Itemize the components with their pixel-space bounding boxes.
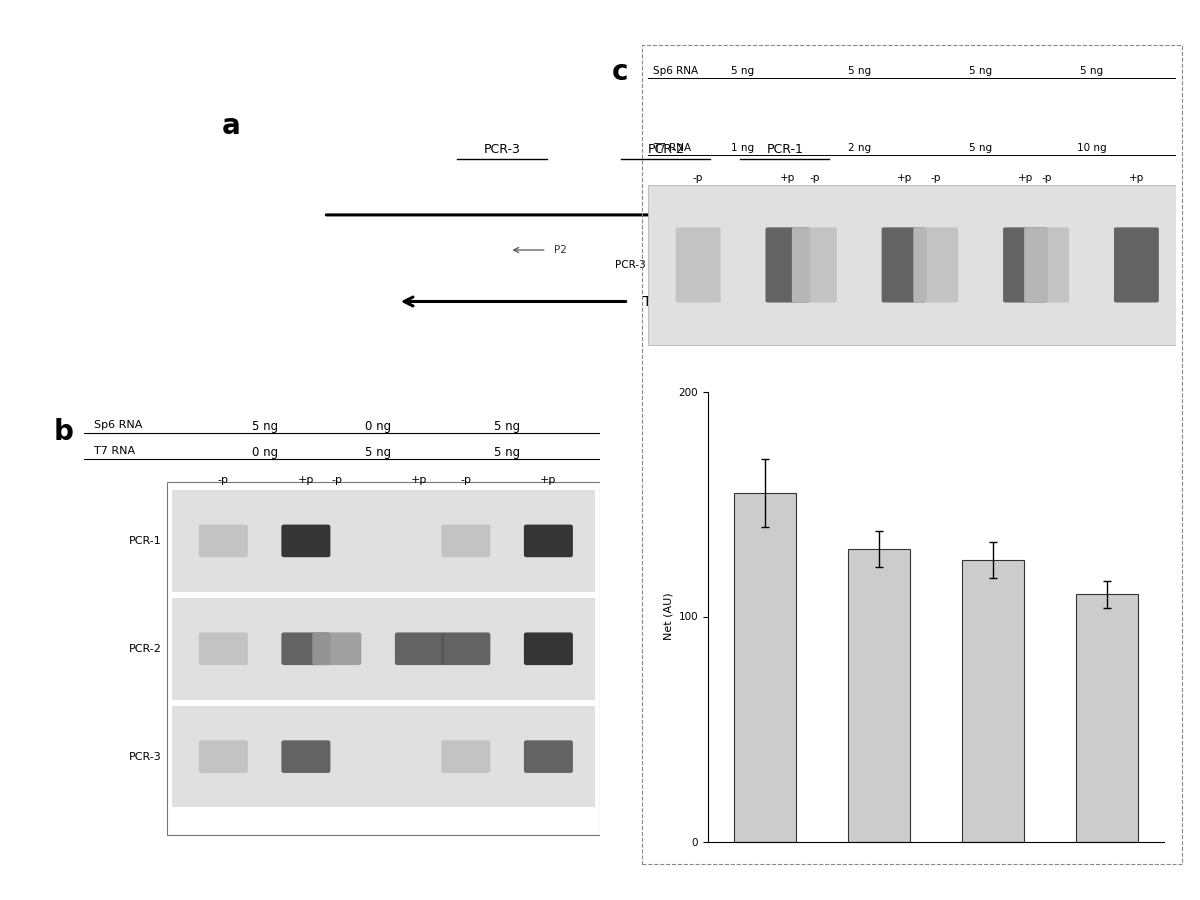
FancyBboxPatch shape — [395, 633, 444, 665]
Text: +p: +p — [1018, 173, 1033, 183]
Text: 0 ng: 0 ng — [252, 446, 277, 459]
FancyBboxPatch shape — [524, 633, 572, 665]
Text: Sp6 RNA: Sp6 RNA — [653, 66, 698, 76]
Text: T7 RNA: T7 RNA — [643, 294, 695, 309]
Bar — [1075, 594, 1139, 842]
Text: +p: +p — [1129, 173, 1144, 183]
Text: 5 ng: 5 ng — [494, 446, 520, 459]
FancyBboxPatch shape — [281, 633, 330, 665]
Text: PCR-1: PCR-1 — [128, 536, 161, 546]
Text: +p: +p — [540, 475, 557, 485]
FancyBboxPatch shape — [524, 525, 572, 557]
Bar — [172, 706, 595, 807]
Text: PCR-3: PCR-3 — [128, 752, 161, 761]
Text: Sp6 RNA: Sp6 RNA — [911, 208, 972, 222]
FancyBboxPatch shape — [766, 228, 810, 302]
FancyBboxPatch shape — [524, 741, 572, 773]
Text: 5 ng: 5 ng — [1080, 66, 1103, 76]
Text: PCR-2: PCR-2 — [647, 143, 684, 157]
Text: P2: P2 — [554, 246, 568, 256]
Bar — [733, 493, 797, 842]
FancyBboxPatch shape — [676, 228, 720, 302]
Text: +p: +p — [298, 475, 314, 485]
Text: 5 ng: 5 ng — [970, 143, 992, 153]
Bar — [172, 491, 595, 591]
Text: c: c — [612, 58, 629, 86]
Bar — [167, 482, 600, 835]
Text: PCR-3: PCR-3 — [484, 143, 521, 157]
Text: 0 ng: 0 ng — [365, 420, 391, 433]
Text: PCR-1: PCR-1 — [767, 143, 803, 157]
FancyBboxPatch shape — [442, 525, 491, 557]
Text: -p: -p — [218, 475, 229, 485]
Text: +p: +p — [412, 475, 427, 485]
FancyBboxPatch shape — [312, 633, 361, 665]
Text: 5 ng: 5 ng — [732, 66, 755, 76]
FancyBboxPatch shape — [1003, 228, 1048, 302]
Text: -p: -p — [1042, 173, 1052, 183]
Text: -p: -p — [930, 173, 941, 183]
Text: T7 RNA: T7 RNA — [653, 143, 691, 153]
Text: +p: +p — [780, 173, 796, 183]
Bar — [847, 549, 911, 842]
Text: +p: +p — [896, 173, 912, 183]
Text: b: b — [54, 418, 74, 446]
Text: -p: -p — [809, 173, 820, 183]
FancyBboxPatch shape — [882, 228, 926, 302]
Text: T7 RNA: T7 RNA — [95, 446, 136, 455]
FancyBboxPatch shape — [913, 228, 959, 302]
Text: 5 ng: 5 ng — [970, 66, 992, 76]
FancyBboxPatch shape — [442, 633, 491, 665]
Y-axis label: Net (AU): Net (AU) — [664, 593, 673, 640]
Text: 5 ng: 5 ng — [252, 420, 277, 433]
Text: PCR-3: PCR-3 — [614, 260, 646, 270]
FancyBboxPatch shape — [199, 633, 248, 665]
Text: 5 ng: 5 ng — [494, 420, 520, 433]
FancyBboxPatch shape — [1114, 228, 1159, 302]
Bar — [961, 560, 1025, 842]
Text: -p: -p — [331, 475, 342, 485]
FancyBboxPatch shape — [1025, 228, 1069, 302]
Text: 10 ng: 10 ng — [1076, 143, 1106, 153]
FancyBboxPatch shape — [442, 741, 491, 773]
Text: P1: P1 — [785, 246, 798, 256]
Text: Sp6 RNA: Sp6 RNA — [95, 420, 143, 430]
FancyBboxPatch shape — [199, 741, 248, 773]
FancyBboxPatch shape — [281, 741, 330, 773]
Text: -p: -p — [461, 475, 472, 485]
Bar — [172, 598, 595, 699]
Text: 2 ng: 2 ng — [847, 143, 871, 153]
Text: PCR-2: PCR-2 — [128, 644, 161, 653]
FancyBboxPatch shape — [199, 525, 248, 557]
Text: 5 ng: 5 ng — [365, 446, 391, 459]
FancyBboxPatch shape — [281, 525, 330, 557]
Text: -p: -p — [692, 173, 703, 183]
Text: 5 ng: 5 ng — [847, 66, 871, 76]
Text: 1 ng: 1 ng — [732, 143, 755, 153]
Text: a: a — [222, 112, 241, 140]
FancyBboxPatch shape — [792, 228, 836, 302]
Bar — [648, 184, 1176, 345]
